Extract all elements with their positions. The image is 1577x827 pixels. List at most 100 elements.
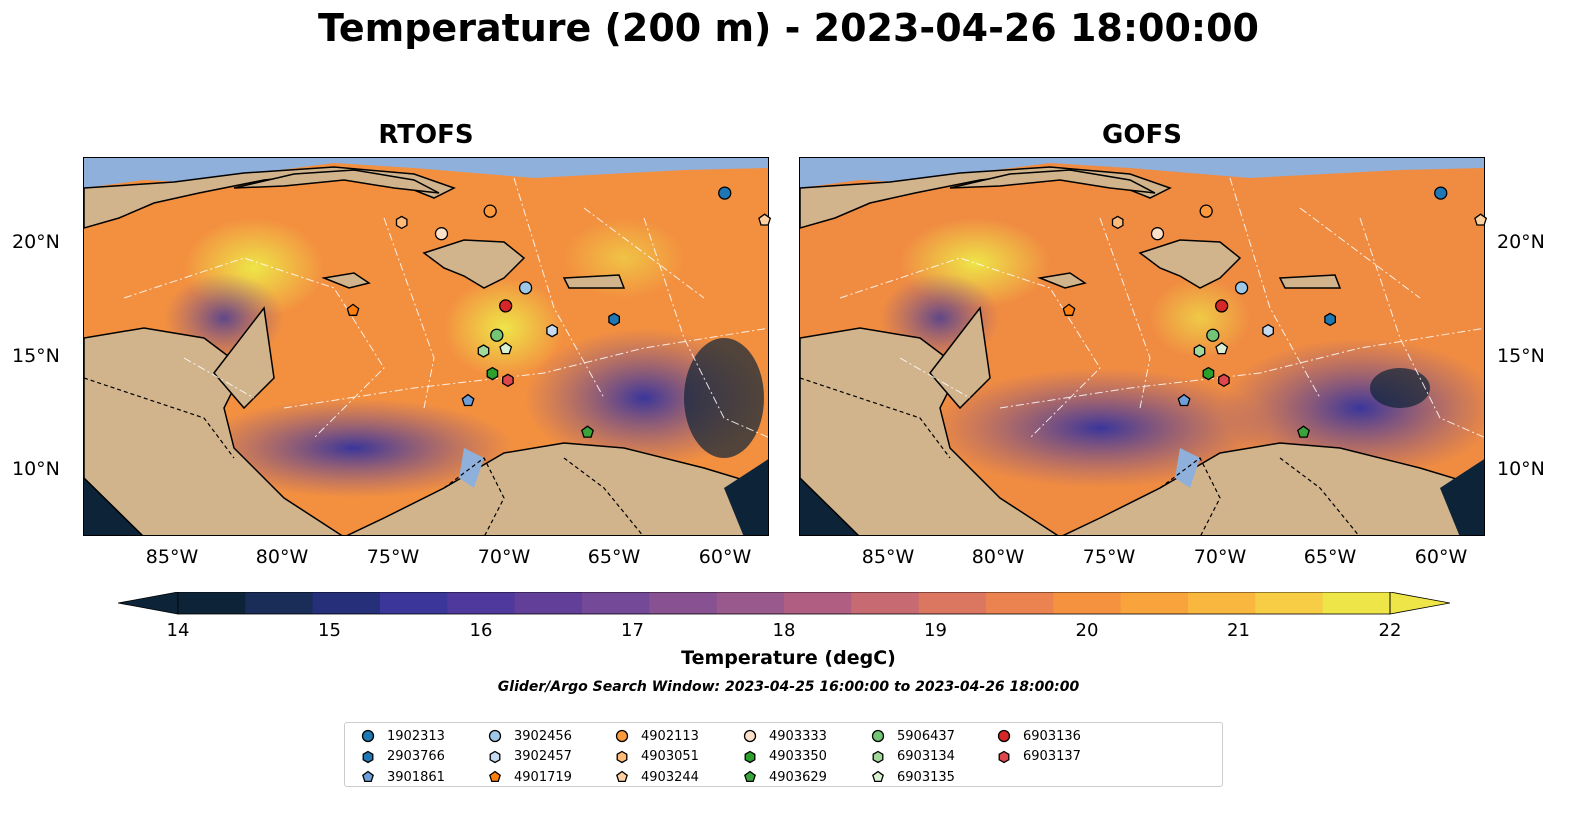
- colorbar-bin: [1188, 592, 1256, 614]
- lon-label-65w-right: 65°W: [1303, 546, 1357, 568]
- legend-label: 4901719: [514, 769, 572, 785]
- colorbar-tick-label: 20: [1075, 620, 1099, 641]
- legend-item-6903135: 6903135: [871, 767, 955, 787]
- lat-label-10n-right: 10°N: [1497, 458, 1545, 480]
- colorbar-bin: [649, 592, 718, 614]
- legend-label: 6903137: [1023, 749, 1081, 764]
- lon-label-75w-left: 75°W: [366, 546, 420, 568]
- legend-item-6903134: 6903134: [871, 747, 955, 767]
- legend-item-6903136: 6903136: [997, 726, 1081, 746]
- pentagon-marker-icon: [362, 770, 374, 783]
- colorbar-bin: [918, 592, 987, 614]
- legend-item-3902457: 3902457: [488, 747, 572, 767]
- circle-marker-icon: [361, 729, 375, 743]
- colorbar-tick-label: 15: [318, 620, 341, 641]
- legend-label: 3901861: [387, 769, 445, 785]
- colorbar-label: Temperature (degC): [681, 647, 896, 669]
- pentagon-marker-icon: [872, 770, 884, 783]
- legend-item-2903766: 2903766: [361, 747, 445, 767]
- legend-label: 3902457: [514, 749, 572, 764]
- circle-marker-icon: [743, 729, 757, 743]
- pentagon-marker-icon: [616, 770, 628, 783]
- colorbar-tick-label: 17: [621, 620, 644, 641]
- lon-label-80w-right: 80°W: [971, 546, 1025, 568]
- legend-label: 5906437: [897, 728, 955, 744]
- search-window-note: Glider/Argo Search Window: 2023-04-25 16…: [497, 679, 1080, 695]
- lon-label-85w-right: 85°W: [861, 546, 915, 568]
- lon-label-60w-left: 60°W: [698, 546, 752, 568]
- legend-label: 4903333: [769, 728, 827, 744]
- legend-label: 6903136: [1023, 728, 1081, 744]
- lon-label-60w-right: 60°W: [1414, 546, 1468, 568]
- circle-marker-icon: [871, 729, 885, 743]
- legend-label: 4902113: [641, 728, 699, 744]
- legend-item-4903333: 4903333: [743, 726, 827, 746]
- colorbar-bin: [1053, 592, 1122, 614]
- hexagon-marker-icon: [872, 750, 884, 763]
- lon-label-75w-right: 75°W: [1082, 546, 1136, 568]
- colorbar-bin: [582, 592, 650, 614]
- colorbar-bin: [1120, 592, 1189, 614]
- panel-title-gofs: GOFS: [1102, 120, 1182, 150]
- legend-label: 4903350: [769, 749, 827, 764]
- colorbar-bin: [312, 592, 381, 614]
- float-legend: 1902313 2903766 3901861 3902456 3902457 49017…: [344, 722, 1223, 787]
- legend-label: 2903766: [387, 749, 445, 764]
- legend-item-4903629: 4903629: [743, 767, 827, 787]
- colorbar-tick-label: 22: [1378, 620, 1402, 641]
- colorbar-bin: [245, 592, 314, 614]
- colorbar-tick-label: 19: [924, 620, 947, 641]
- lat-label-15n-left: 15°N: [12, 345, 60, 367]
- colorbar-tick-label: 18: [772, 620, 796, 641]
- legend-label: 1902313: [387, 728, 445, 744]
- panel-title-rtofs: RTOFS: [378, 120, 474, 150]
- colorbar-bin: [380, 592, 448, 614]
- colorbar-bin: [716, 592, 785, 614]
- pentagon-marker-icon: [489, 770, 501, 783]
- legend-label: 4903051: [641, 749, 699, 764]
- circle-marker-icon: [615, 729, 629, 743]
- legend-label: 3902456: [514, 728, 572, 744]
- hexagon-marker-icon: [998, 750, 1010, 763]
- colorbar-bin: [851, 592, 920, 614]
- colorbar-bin: [784, 592, 852, 614]
- colorbar-extend-low: [117, 591, 179, 615]
- lon-label-80w-left: 80°W: [255, 546, 309, 568]
- colorbar-bin: [447, 592, 516, 614]
- colorbar-tick-label: 21: [1227, 620, 1250, 641]
- colorbar-bin: [1255, 592, 1324, 614]
- hexagon-marker-icon: [744, 750, 756, 763]
- colorbar-tick-label: 14: [166, 620, 190, 641]
- legend-label: 4903244: [641, 769, 699, 785]
- hexagon-marker-icon: [362, 750, 374, 763]
- colorbar-bin: [514, 592, 583, 614]
- lon-label-70w-left: 70°W: [477, 546, 531, 568]
- legend-item-4903244: 4903244: [615, 767, 699, 787]
- lon-label-85w-left: 85°W: [145, 546, 199, 568]
- map-rtofs: [83, 157, 769, 536]
- map-gofs: [799, 157, 1485, 536]
- colorbar-bin: [1322, 592, 1391, 614]
- legend-label: 4903629: [769, 769, 827, 785]
- legend-item-4903350: 4903350: [743, 747, 827, 767]
- figure-title: Temperature (200 m) - 2023-04-26 18:00:0…: [317, 6, 1259, 50]
- legend-item-6903137: 6903137: [997, 747, 1081, 767]
- lon-label-65w-left: 65°W: [587, 546, 641, 568]
- lon-label-70w-right: 70°W: [1193, 546, 1247, 568]
- colorbar-extend-high: [1389, 591, 1451, 615]
- legend-item-5906437: 5906437: [871, 726, 955, 746]
- legend-label: 6903135: [897, 769, 955, 785]
- hexagon-marker-icon: [616, 750, 628, 763]
- legend-item-3902456: 3902456: [488, 726, 572, 746]
- colorbar-bin: [986, 592, 1054, 614]
- pentagon-marker-icon: [744, 770, 756, 783]
- colorbar: [117, 591, 1451, 620]
- legend-item-4901719: 4901719: [488, 767, 572, 787]
- legend-item-1902313: 1902313: [361, 726, 445, 746]
- circle-marker-icon: [997, 729, 1011, 743]
- circle-marker-icon: [488, 729, 502, 743]
- hexagon-marker-icon: [489, 750, 501, 763]
- legend-item-4903051: 4903051: [615, 747, 699, 767]
- legend-item-4902113: 4902113: [615, 726, 699, 746]
- colorbar-tick-label: 16: [469, 620, 493, 641]
